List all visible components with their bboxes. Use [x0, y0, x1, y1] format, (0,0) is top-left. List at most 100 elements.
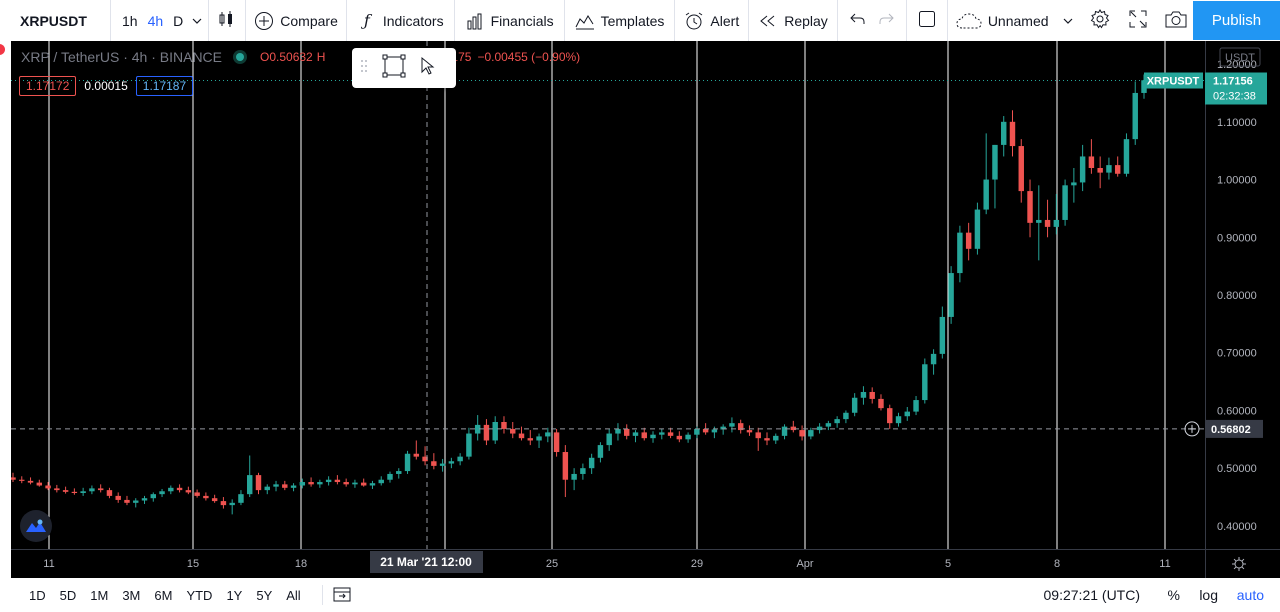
percent-scale-toggle[interactable]: %: [1167, 587, 1180, 603]
candle-body: [159, 491, 165, 495]
candle-body: [913, 400, 919, 412]
range-selector: 1D 5D 1M 3M 6M YTD 1Y 5Y All: [22, 588, 308, 603]
add-alert-plus-icon[interactable]: [1184, 421, 1200, 437]
crosshair-price-label: 0.56802: [1211, 424, 1251, 436]
alert-label: Alert: [710, 12, 740, 29]
candle-body: [185, 490, 192, 493]
range-5y[interactable]: 5Y: [256, 587, 273, 603]
financials-button[interactable]: Financials: [455, 0, 564, 41]
candle-body: [1044, 219, 1051, 227]
cursor-icon[interactable]: [420, 56, 436, 81]
fullscreen-button[interactable]: [1119, 0, 1157, 41]
drag-handle-icon[interactable]: [360, 58, 368, 79]
price-chart[interactable]: 1.20000 1.10000 1.00000 0.90000 0.80000 0.700…: [11, 41, 1280, 578]
candle-body: [545, 432, 551, 437]
replay-button[interactable]: Replay: [749, 0, 837, 41]
price-tick-label: 0.90000: [1217, 232, 1257, 244]
candle-body: [650, 434, 656, 439]
settings-button[interactable]: [1081, 0, 1119, 41]
candle-body: [808, 430, 814, 437]
candle-body: [851, 397, 858, 413]
range-1y[interactable]: 1Y: [226, 587, 243, 603]
redo-icon[interactable]: [878, 12, 894, 29]
buy-price-button[interactable]: 1.17187: [135, 76, 194, 96]
candle-body: [343, 482, 349, 485]
snapshot-button[interactable]: [1157, 0, 1195, 41]
candle-body: [755, 432, 761, 439]
bottom-toolbar: 1D 5D 1M 3M 6M YTD 1Y 5Y All 09:27:21 (U…: [0, 578, 1280, 612]
sell-price-button[interactable]: 1.17172: [19, 76, 77, 96]
candle-body: [729, 423, 735, 427]
range-5d[interactable]: 5D: [59, 587, 77, 603]
range-ytd[interactable]: YTD: [186, 587, 213, 603]
chart-type-button[interactable]: [209, 0, 245, 41]
range-1m[interactable]: 1M: [90, 587, 109, 603]
candle-body: [676, 435, 683, 440]
layout-save-button[interactable]: Unnamed: [948, 0, 1081, 41]
chart-pane[interactable]: 1.20000 1.10000 1.00000 0.90000 0.80000 0.700…: [11, 41, 1280, 578]
candle-body: [106, 490, 113, 496]
price-tick-label: 0.60000: [1217, 405, 1257, 417]
candle-body: [457, 456, 463, 462]
crosshair-price-box: [1205, 419, 1263, 438]
candle-body: [860, 391, 867, 398]
candle-body: [510, 428, 516, 434]
candle-body: [606, 433, 612, 446]
candle-body: [27, 480, 34, 483]
chevron-down-icon[interactable]: [192, 13, 202, 29]
templates-button[interactable]: Templates: [565, 0, 675, 41]
candle-body: [659, 432, 665, 435]
candle-body: [168, 487, 174, 492]
toolbar-divider: [905, 0, 907, 41]
candle-body: [431, 461, 437, 466]
candle-body: [1071, 182, 1077, 186]
chevron-down-icon[interactable]: [1063, 13, 1073, 29]
spread-value: 0.00015: [84, 79, 128, 93]
alert-button[interactable]: Alert: [675, 0, 748, 41]
range-3m[interactable]: 3M: [122, 587, 141, 603]
candle-body: [571, 473, 577, 480]
compare-button[interactable]: Compare: [246, 0, 346, 41]
toolbar-divider: [674, 0, 676, 41]
time-tick-label: 8: [1054, 558, 1060, 570]
axis-settings-gear-icon[interactable]: [1232, 557, 1246, 571]
time-tick-label: 15: [187, 558, 199, 570]
rectangle-tool-icon[interactable]: [382, 54, 406, 83]
toolbar-divider: [345, 0, 347, 41]
goto-date-icon[interactable]: [333, 586, 351, 605]
candle-body: [922, 364, 928, 401]
candle-body: [483, 424, 490, 441]
candle-body: [667, 432, 674, 436]
auto-scale-toggle[interactable]: auto: [1236, 587, 1264, 603]
trade-prices: 1.17172 0.00015 1.17187: [19, 76, 194, 96]
timeframe-1h[interactable]: 1h: [122, 12, 138, 29]
range-6m[interactable]: 6M: [154, 587, 173, 603]
candle-body: [439, 463, 446, 466]
utc-clock[interactable]: 09:27:21 (UTC): [1043, 587, 1140, 603]
timeframe-4h[interactable]: 4h: [147, 12, 164, 29]
fullscreen-layout-button[interactable]: [907, 0, 947, 41]
market-status-icon[interactable]: [236, 53, 244, 61]
symbol-tag-label: XRPUSDT: [1147, 76, 1200, 88]
publish-button[interactable]: Publish: [1193, 1, 1280, 40]
toolbar-divider: [836, 0, 838, 41]
price-tick-label: 0.50000: [1217, 463, 1257, 475]
candle-body: [387, 473, 393, 480]
candle-body: [1132, 92, 1138, 140]
candle-body: [220, 501, 227, 506]
undo-icon[interactable]: [850, 12, 866, 29]
expand-icon: [1129, 10, 1147, 31]
range-all[interactable]: All: [286, 587, 301, 603]
countdown-label: 02:32:38: [1213, 91, 1256, 103]
rewind-icon: [758, 11, 778, 31]
candle-body: [834, 419, 840, 424]
timeframe-d[interactable]: D: [173, 12, 184, 29]
range-1d[interactable]: 1D: [29, 587, 46, 603]
toolbar-divider: [245, 0, 247, 41]
price-axis-background: [1205, 41, 1280, 578]
indicators-button[interactable]: ƒ Indicators: [347, 0, 454, 41]
log-scale-toggle[interactable]: log: [1199, 587, 1218, 603]
symbol-search-button[interactable]: XRPUSDT: [0, 0, 110, 41]
candle-body: [317, 482, 323, 485]
tradingview-logo-icon[interactable]: [20, 510, 52, 542]
